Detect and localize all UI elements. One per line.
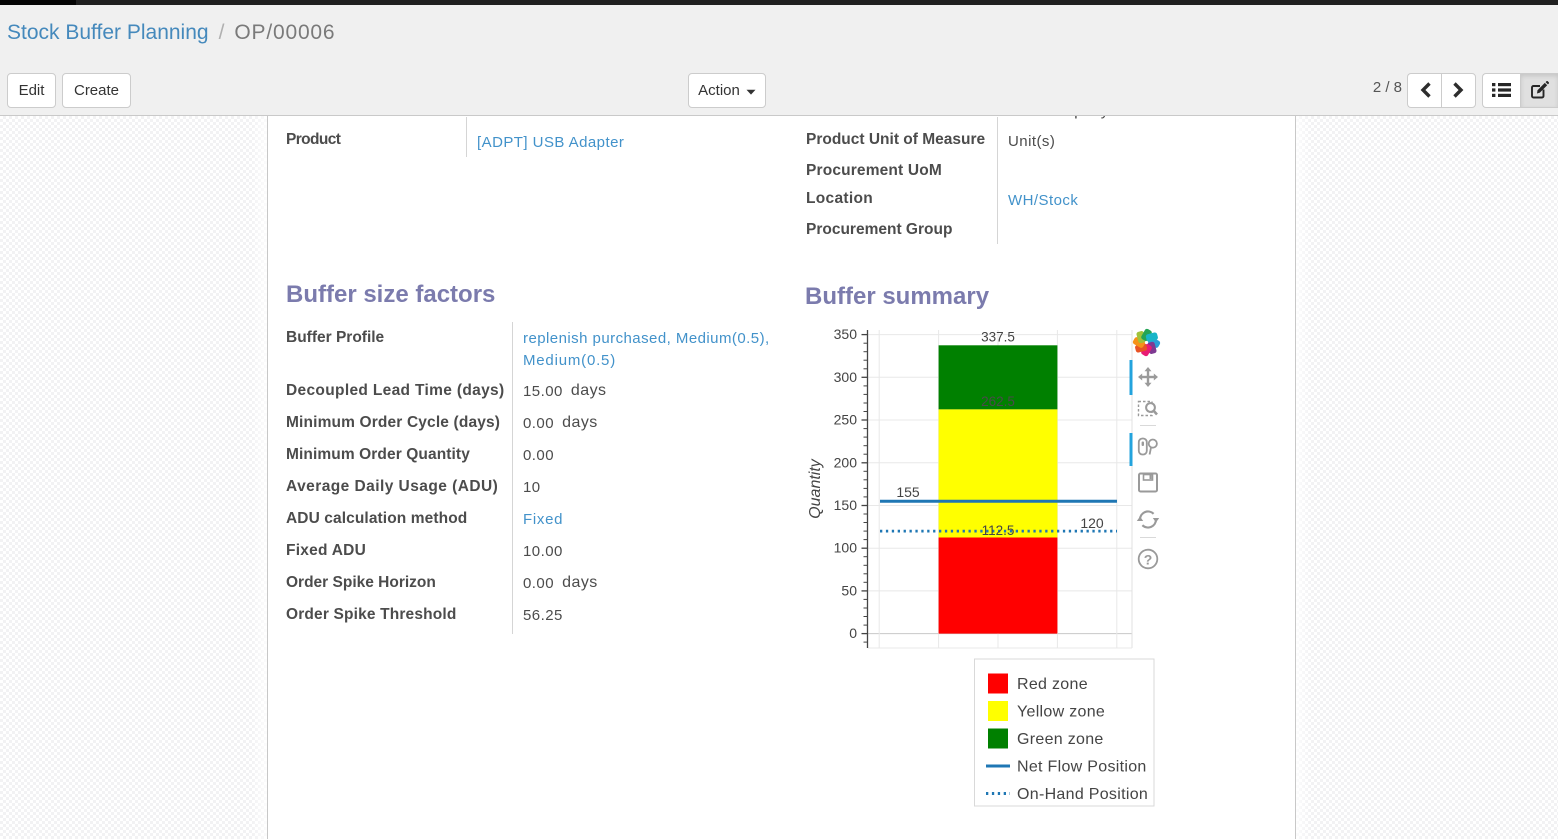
svg-text:337.5: 337.5	[981, 330, 1015, 345]
svg-text:Quantity: Quantity	[807, 458, 824, 519]
svg-text:112.5: 112.5	[982, 523, 1015, 538]
svg-text:250: 250	[834, 412, 858, 428]
svg-text:262.5: 262.5	[981, 394, 1015, 409]
svg-text:Red zone: Red zone	[1017, 676, 1088, 693]
svg-text:?: ?	[1144, 552, 1153, 568]
svg-text:150: 150	[834, 497, 858, 513]
svg-text:Green zone: Green zone	[1017, 731, 1104, 748]
svg-text:Yellow zone: Yellow zone	[1017, 704, 1105, 721]
svg-text:120: 120	[1080, 515, 1104, 531]
svg-text:On-Hand Position: On-Hand Position	[1017, 786, 1148, 803]
svg-text:50: 50	[841, 582, 857, 598]
svg-text:300: 300	[834, 369, 858, 385]
svg-text:155: 155	[896, 484, 920, 500]
svg-text:0: 0	[849, 625, 857, 641]
svg-text:100: 100	[834, 540, 858, 556]
svg-text:Net Flow Position: Net Flow Position	[1017, 759, 1147, 776]
svg-text:200: 200	[834, 454, 858, 470]
svg-text:350: 350	[834, 326, 858, 342]
